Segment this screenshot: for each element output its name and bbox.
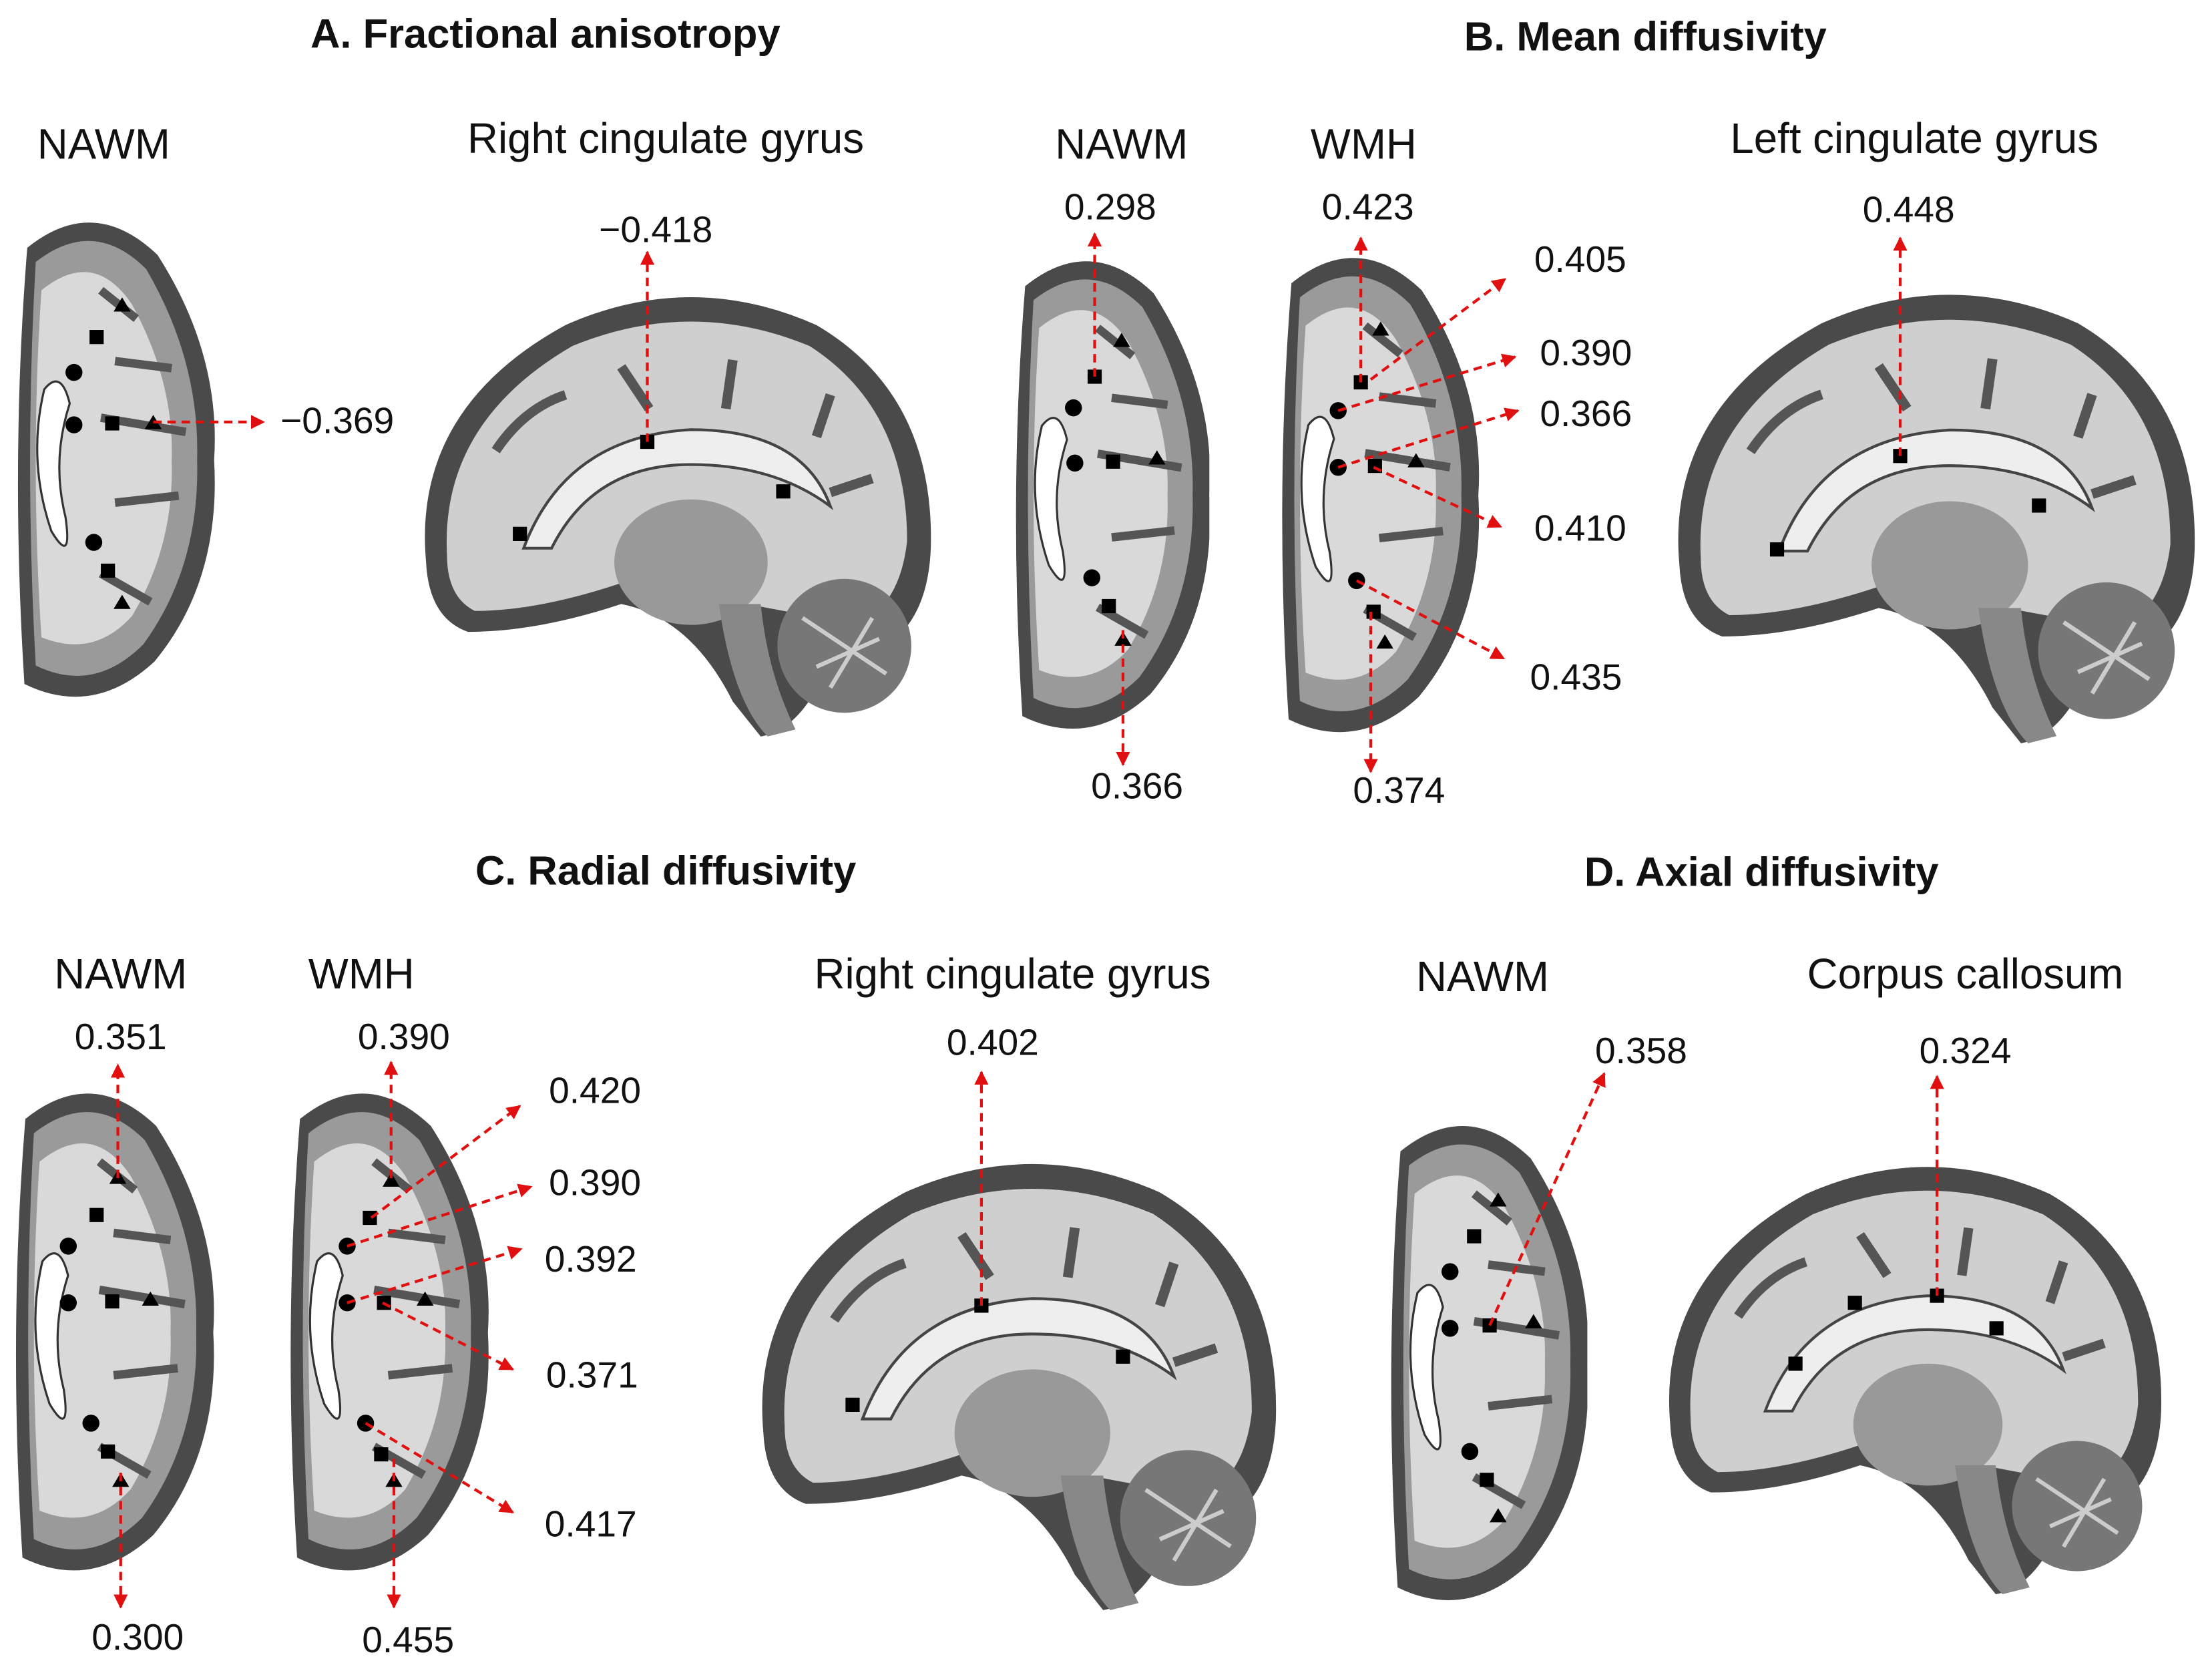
arrow bbox=[370, 1105, 521, 1220]
arrow bbox=[382, 1301, 514, 1371]
image-label: Corpus callosum bbox=[1807, 950, 2124, 998]
image-label: NAWM bbox=[1055, 120, 1188, 168]
value-label: 0.366 bbox=[1091, 765, 1183, 807]
value-label: 0.390 bbox=[1540, 332, 1632, 373]
coronal-brain bbox=[1016, 261, 1210, 729]
sagittal-brain bbox=[1669, 1167, 2161, 1594]
value-label: 0.351 bbox=[75, 1016, 167, 1057]
coronal-brain bbox=[18, 222, 215, 697]
value-label: 0.324 bbox=[1920, 1030, 2012, 1071]
value-label: 0.358 bbox=[1595, 1030, 1687, 1071]
arrow bbox=[1373, 466, 1502, 528]
arrow bbox=[1337, 407, 1520, 469]
value-label: 0.374 bbox=[1353, 769, 1445, 811]
sagittal-brain bbox=[425, 297, 931, 737]
markers bbox=[65, 297, 162, 609]
panel-title: B. Mean diffusivity bbox=[1464, 14, 1827, 60]
value-label: 0.390 bbox=[549, 1161, 641, 1203]
image-label: Right cingulate gyrus bbox=[467, 115, 864, 162]
panel-title: C. Radial diffusivity bbox=[475, 848, 856, 894]
value-label: 0.420 bbox=[549, 1069, 641, 1111]
arrow bbox=[347, 1183, 533, 1248]
value-label: −0.418 bbox=[599, 208, 712, 250]
value-label: 0.300 bbox=[91, 1616, 184, 1658]
image-label: WMH bbox=[1311, 120, 1417, 168]
value-label: 0.410 bbox=[1534, 508, 1626, 549]
arrow bbox=[365, 1422, 514, 1514]
markers bbox=[59, 1169, 159, 1487]
arrow bbox=[347, 1246, 523, 1304]
image-label: Right cingulate gyrus bbox=[815, 950, 1211, 998]
value-label: 0.405 bbox=[1534, 238, 1626, 280]
image-label: Left cingulate gyrus bbox=[1730, 115, 2098, 162]
markers bbox=[1442, 1192, 1542, 1523]
value-label: 0.402 bbox=[947, 1021, 1039, 1063]
markers bbox=[1788, 1288, 2004, 1371]
panel-title: A. Fractional anisotropy bbox=[310, 11, 781, 57]
value-label: 0.435 bbox=[1530, 656, 1622, 697]
markers bbox=[845, 1298, 1130, 1412]
value-label: 0.455 bbox=[362, 1619, 454, 1660]
value-label: 0.423 bbox=[1322, 186, 1414, 227]
value-label: 0.392 bbox=[545, 1238, 637, 1280]
arrow bbox=[1488, 1072, 1606, 1326]
value-label: 0.298 bbox=[1064, 186, 1156, 227]
value-label: 0.366 bbox=[1540, 393, 1632, 434]
coronal-brain bbox=[1391, 1126, 1588, 1600]
sagittal-brain bbox=[762, 1164, 1277, 1610]
sagittal-brain bbox=[1679, 295, 2195, 743]
coronal-brain bbox=[290, 1093, 489, 1570]
value-label: −0.369 bbox=[280, 400, 394, 441]
markers bbox=[513, 434, 791, 541]
panel-title: D. Axial diffusivity bbox=[1584, 850, 1939, 896]
arrow bbox=[1337, 353, 1517, 412]
value-label: 0.390 bbox=[358, 1016, 450, 1057]
coronal-brain bbox=[16, 1093, 214, 1570]
value-label: 0.371 bbox=[546, 1354, 638, 1396]
value-label: 0.448 bbox=[1863, 189, 1955, 230]
image-label: NAWM bbox=[1416, 953, 1549, 1000]
image-label: WMH bbox=[308, 950, 415, 998]
value-label: 0.417 bbox=[545, 1503, 637, 1544]
image-label: NAWM bbox=[37, 120, 170, 168]
image-label: NAWM bbox=[54, 950, 187, 998]
